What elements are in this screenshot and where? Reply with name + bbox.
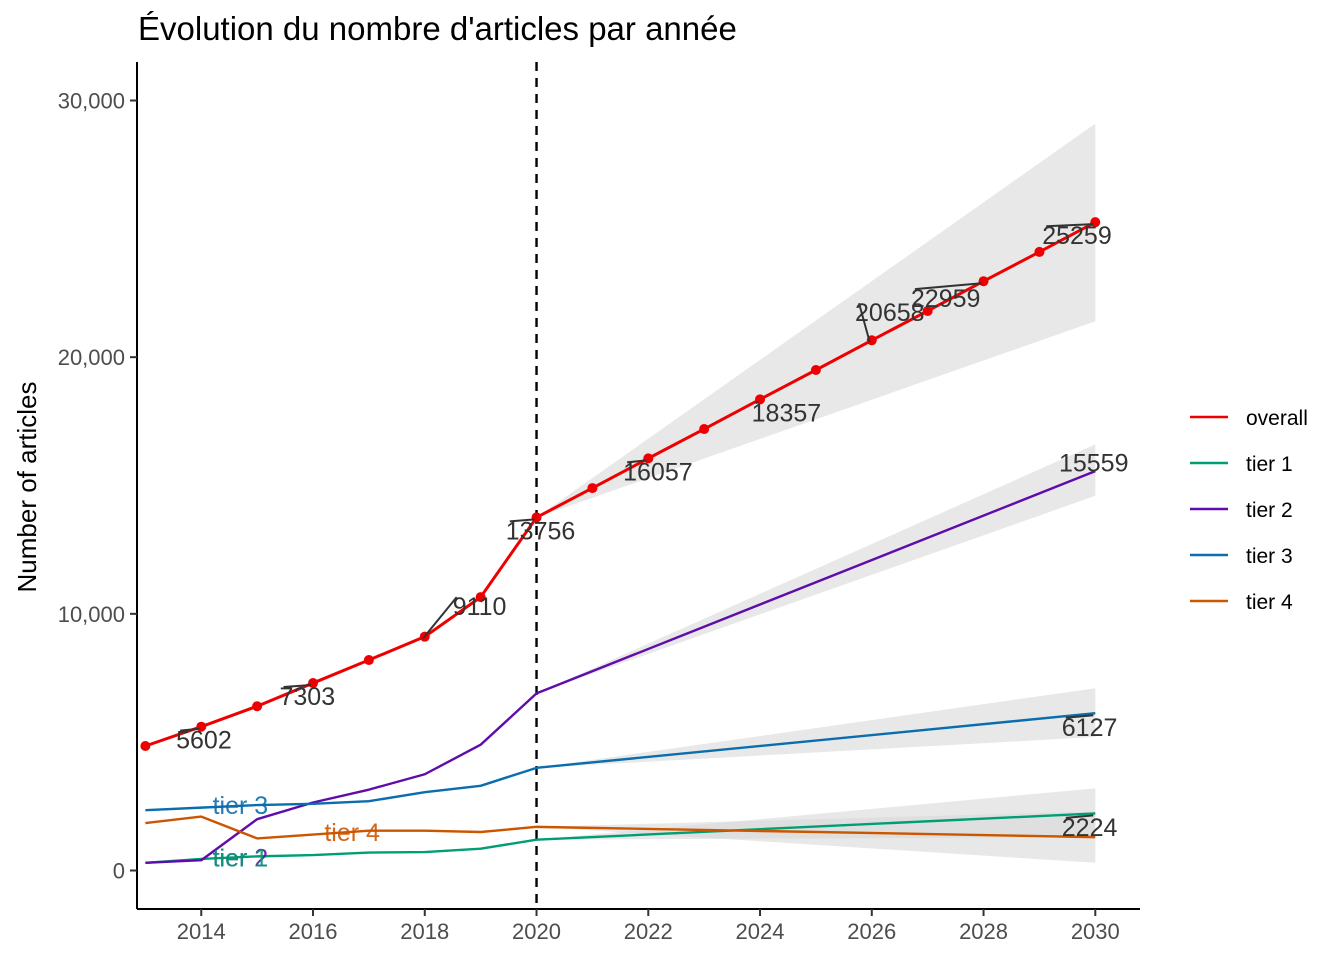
data-label-2224: 2224 [1062,814,1118,842]
series-line-tier-4 [145,815,1096,840]
y-tick-label-0: 0 [113,859,125,884]
x-tick-label-2024: 2024 [736,919,785,944]
series-line-tier-2 [145,470,1096,864]
label-leader-6127 [1065,714,1094,719]
x-tick-label-2020: 2020 [512,919,561,944]
label-leader-22959 [914,282,982,291]
legend-label-tier-3: tier 3 [1246,545,1293,568]
data-label-16057: 16057 [623,458,693,486]
y-tick-label-20000: 20,000 [58,345,125,370]
point-overall-2029 [1034,246,1045,257]
legend: overall tier 1 tier 2 tier 3 tier 4 [1190,407,1308,614]
data-label-15559: 15559 [1059,449,1129,477]
band-tier-4 [536,811,1096,863]
x-tick-label-2014: 2014 [177,919,226,944]
point-overall-2025 [810,365,821,375]
band-tier-2 [536,444,1096,694]
point-overall-2027 [922,305,933,316]
data-label-18357: 18357 [752,399,822,427]
series-label-tier-2: tier 2 [213,845,269,873]
x-tick-label-2028: 2028 [959,919,1008,944]
label-leader-5602 [180,727,200,732]
data-label-7303: 7303 [279,683,335,711]
series-line-tier-1 [145,812,1096,864]
label-leader-9110 [421,596,458,640]
axes: 2014 2016 2018 2020 2022 2024 2026 2028 2030 0 10,… [58,62,1140,944]
data-label-9110: 9110 [453,593,507,621]
data-label-25259: 25259 [1042,222,1112,250]
chart-title: Évolution du nombre d'articles par année [138,10,737,47]
y-tick-label-30000: 30,000 [58,89,125,114]
legend-label-overall: overall [1246,407,1308,430]
y-tick-label-10000: 10,000 [58,602,125,627]
label-leader-16057 [627,459,647,464]
series-label-tier-1: tier 1 [213,845,269,873]
point-overall-2013 [140,741,151,752]
point-overall-2021 [587,483,598,494]
x-tick-label-2026: 2026 [847,919,896,944]
data-label-6127: 6127 [1062,714,1118,742]
series-label-tier-4: tier 4 [324,819,380,847]
point-overall-2017 [363,655,374,666]
label-leader-18357 [755,400,759,405]
series-lines [144,220,1097,864]
series-points [140,217,1101,752]
label-leader-13756 [509,518,535,523]
point-overall-2015 [252,701,263,712]
point-overall-2019 [475,592,486,603]
data-label-20658: 20658 [855,299,925,327]
band-tier-3 [536,688,1096,768]
label-leader-25259 [1046,223,1094,228]
data-label-22959: 22959 [911,285,981,313]
series-label-tier-3: tier 3 [213,792,269,820]
data-label-5602: 5602 [176,727,232,755]
x-tick-label-2016: 2016 [289,919,338,944]
legend-label-tier-2: tier 2 [1246,499,1293,522]
legend-label-tier-4: tier 4 [1246,591,1293,614]
series-line-overall [144,220,1097,748]
label-leader-2224 [1065,814,1094,819]
label-leader-20658 [858,302,871,343]
x-tick-label-2030: 2030 [1071,919,1120,944]
point-overall-2023 [699,424,710,435]
label-leader-7303 [283,684,312,688]
x-tick-label-2022: 2022 [624,919,673,944]
confidence-bands [536,123,1096,863]
series-line-tier-3 [145,712,1096,812]
band-overall [536,123,1096,518]
legend-label-tier-1: tier 1 [1246,453,1293,476]
data-label-13756: 13756 [506,517,576,545]
x-tick-label-2018: 2018 [400,919,449,944]
y-axis-title: Number of articles [12,382,42,593]
